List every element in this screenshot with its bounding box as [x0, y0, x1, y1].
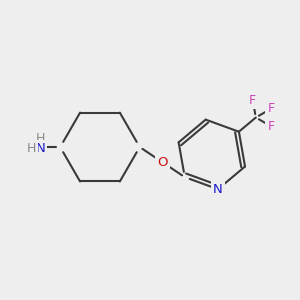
Text: H: H [36, 132, 45, 145]
Text: F: F [268, 120, 275, 133]
Text: F: F [249, 94, 256, 106]
Text: F: F [268, 102, 275, 115]
Text: O: O [157, 156, 167, 169]
Text: H: H [27, 142, 36, 155]
Text: N: N [36, 142, 45, 155]
Text: N: N [213, 183, 223, 196]
